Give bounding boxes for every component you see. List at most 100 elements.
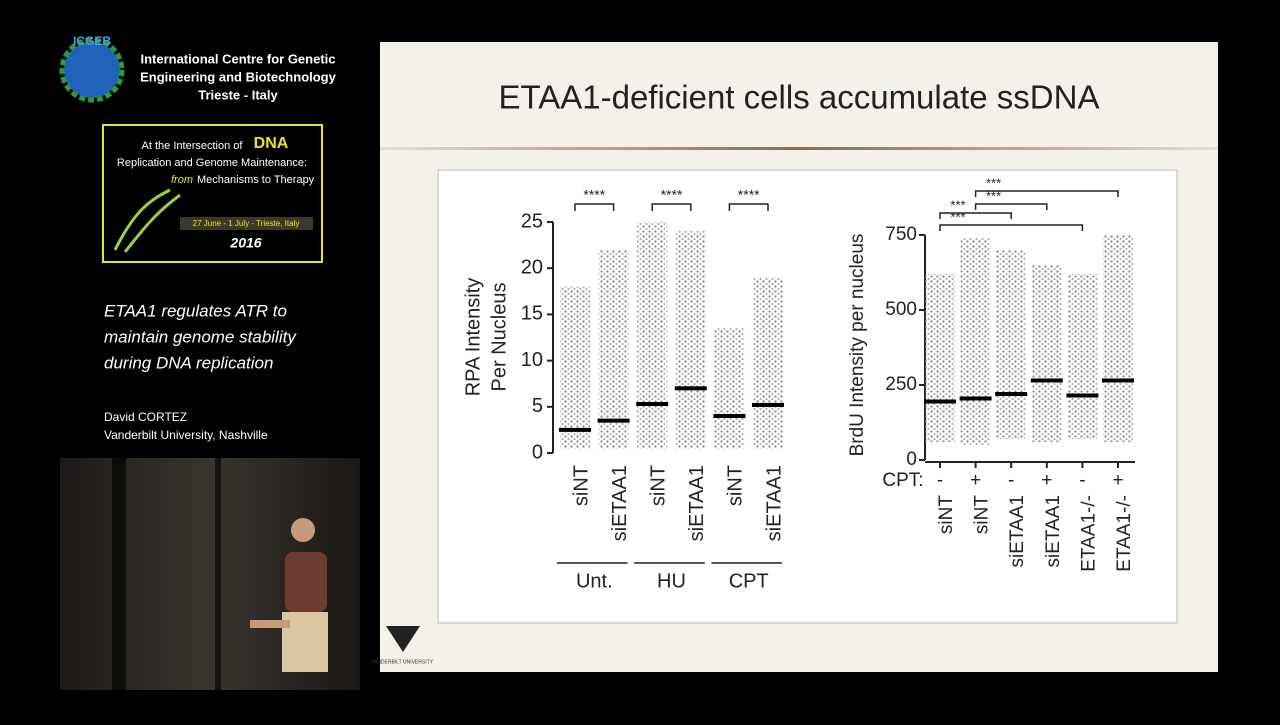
- talk-title-line: ETAA1 regulates ATR to: [104, 301, 287, 320]
- significance-label: ***: [950, 197, 965, 212]
- significance-bracket: [728, 203, 769, 211]
- significance-label: ***: [986, 175, 1001, 190]
- cpt-sign: -: [1079, 470, 1085, 491]
- cpt-sign: -: [937, 470, 943, 491]
- y-tick-label: 0: [906, 449, 917, 470]
- cpt-sign: +: [1041, 470, 1052, 491]
- dot-cloud: [996, 250, 1027, 439]
- row-label: CPT:: [882, 470, 923, 491]
- y-tick-label: 0: [532, 441, 543, 463]
- conference-line: At the Intersection of: [142, 140, 244, 152]
- dot-cloud: [598, 249, 629, 449]
- significance-bracket: [939, 212, 1012, 219]
- median-bar: [636, 402, 669, 407]
- median-bar: [1066, 393, 1099, 398]
- cpt-sign: +: [1112, 470, 1123, 491]
- significance-bracket: [574, 203, 615, 211]
- y-axis-label: RPA Intensity: [462, 278, 484, 397]
- talk-title-line: during DNA replication: [104, 353, 273, 372]
- conference-highlight: DNA: [254, 135, 289, 152]
- slide-title: ETAA1-deficient cells accumulate ssDNA: [499, 79, 1100, 116]
- median-bar: [597, 418, 630, 423]
- y-tick-label: 5: [532, 395, 543, 417]
- x-tick-label: siNT: [972, 495, 993, 534]
- conference-dates: 27 June - 1 July - Trieste, Italy: [193, 219, 300, 228]
- x-tick-label: siNT: [936, 495, 957, 534]
- median-bar: [1030, 378, 1063, 383]
- median-bar: [752, 402, 784, 407]
- median-bar: [924, 399, 956, 404]
- talk-title-line: maintain genome stability: [104, 327, 297, 346]
- group-label: Unt.: [576, 570, 613, 592]
- median-bar: [995, 392, 1028, 396]
- affiliation: Vanderbilt University, Nashville: [104, 428, 268, 442]
- significance-label: ***: [950, 209, 965, 224]
- median-bar: [1102, 378, 1134, 383]
- cpt-sign: +: [970, 470, 981, 491]
- logo-caption: VANDERBILT UNIVERSITY: [371, 659, 434, 665]
- median-bar: [674, 386, 707, 391]
- significance-bracket: [651, 203, 692, 211]
- significance-bracket: [974, 190, 1119, 197]
- significance-label: ****: [583, 187, 605, 203]
- significance-label: ***: [986, 188, 1001, 203]
- conference-line: Mechanisms to Therapy: [197, 174, 315, 186]
- dot-cloud: [1031, 265, 1062, 442]
- y-tick-label: 15: [521, 303, 543, 325]
- y-tick-label: 250: [885, 374, 917, 395]
- speaker: David CORTEZ: [104, 410, 187, 424]
- y-axis-label: Per Nucleus: [488, 283, 510, 392]
- x-tick-label: siETAA1: [1043, 495, 1064, 568]
- median-bar: [713, 414, 746, 419]
- y-tick-label: 25: [521, 210, 543, 232]
- y-tick-label: 20: [521, 256, 543, 278]
- vanderbilt-logo: [386, 626, 420, 652]
- cpt-sign: -: [1008, 470, 1014, 491]
- dot-cloud: [925, 274, 955, 442]
- significance-label: ****: [738, 187, 760, 203]
- title-rule: [380, 147, 1218, 150]
- institute-line: International Centre for Genetic: [140, 51, 335, 66]
- y-tick-label: 750: [885, 224, 917, 245]
- median-bar: [959, 396, 992, 401]
- conference-line: Replication and Genome Maintenance:: [117, 157, 307, 169]
- conference-from: from: [171, 174, 193, 186]
- x-tick-label: siNT: [647, 465, 669, 506]
- y-tick-label: 10: [521, 349, 543, 371]
- dot-cloud: [753, 277, 783, 449]
- conference-box: [102, 124, 323, 263]
- x-tick-label: siNT: [570, 465, 592, 506]
- institute-line: Trieste - Italy: [198, 87, 278, 102]
- x-tick-label: siETAA1: [763, 465, 785, 541]
- speaker-video: [60, 458, 360, 690]
- x-tick-label: siETAA1: [609, 465, 631, 541]
- significance-bracket: [939, 224, 1084, 231]
- dates-band: [180, 217, 313, 230]
- dot-cloud: [714, 328, 745, 449]
- median-bar: [559, 427, 591, 432]
- significance-label: ****: [661, 187, 683, 203]
- figure-panel: [437, 169, 1178, 624]
- y-tick-label: 500: [885, 299, 917, 320]
- x-tick-label: siNT: [725, 465, 747, 506]
- dot-cloud: [637, 222, 668, 449]
- significance-bracket: [974, 203, 1048, 210]
- conference-year: 2016: [229, 235, 261, 251]
- logo-text: ICGEB: [73, 34, 111, 48]
- dot-cloud: [560, 286, 590, 449]
- y-axis-label: BrdU Intensity per nucleus: [847, 234, 868, 457]
- x-tick-label: ETAA1-/-: [1114, 495, 1135, 572]
- group-label: HU: [657, 570, 686, 592]
- x-tick-label: siETAA1: [1007, 495, 1028, 568]
- dot-cloud: [1103, 235, 1133, 442]
- x-tick-label: ETAA1-/-: [1078, 495, 1099, 572]
- plots: 0 5 10 15 20 25 RPA Intensity Per Nucleus siNT si…: [462, 175, 1135, 592]
- dot-cloud: [1067, 274, 1098, 439]
- x-tick-label: siETAA1: [686, 465, 708, 541]
- group-label: CPT: [729, 570, 769, 592]
- dot-cloud: [675, 231, 706, 449]
- institute-line: Engineering and Biotechnology: [140, 69, 337, 84]
- dot-cloud: [960, 238, 991, 445]
- institute-logo: ICGEB: [59, 34, 125, 103]
